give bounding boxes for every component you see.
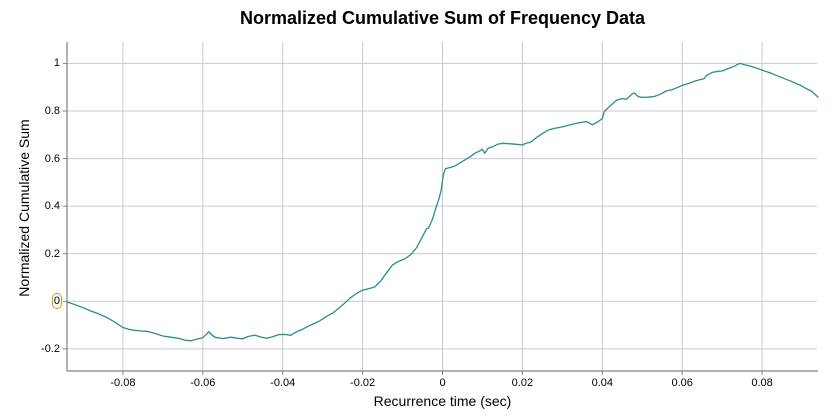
zero-label-highlight-box: 0	[51, 293, 63, 310]
x-tick-label-0: 0	[439, 377, 446, 389]
x-tick-label-0.06: 0.06	[671, 377, 693, 389]
y-tick-label-0.8: 0.8	[44, 104, 60, 117]
y-tick-label-0: 0	[20, 293, 63, 310]
x-tick-label--0.02: -0.02	[350, 377, 376, 389]
y-axis-label: Normalized Cumulative Sum	[16, 119, 32, 297]
y-tick-label-1: 1	[53, 57, 60, 70]
chart-title: Normalized Cumulative Sum of Frequency D…	[239, 8, 646, 28]
x-tick-label-0.02: 0.02	[511, 377, 534, 389]
x-axis-label: Recurrence time (sec)	[373, 393, 512, 409]
x-tick-label--0.08: -0.08	[110, 377, 136, 389]
y-tick-label--0.2: -0.2	[41, 342, 60, 355]
y-tick-label-0.6: 0.6	[44, 152, 60, 165]
x-tick-label-0.08: 0.08	[751, 377, 773, 389]
x-tick-label--0.04: -0.04	[270, 377, 296, 389]
y-tick-label-0.2: 0.2	[44, 247, 60, 260]
x-tick-label--0.06: -0.06	[190, 377, 216, 389]
y-tick-label-0.4: 0.4	[44, 200, 60, 213]
data-line-normalized-cumsum	[66, 62, 819, 342]
x-tick-label-0.04: 0.04	[591, 377, 613, 389]
